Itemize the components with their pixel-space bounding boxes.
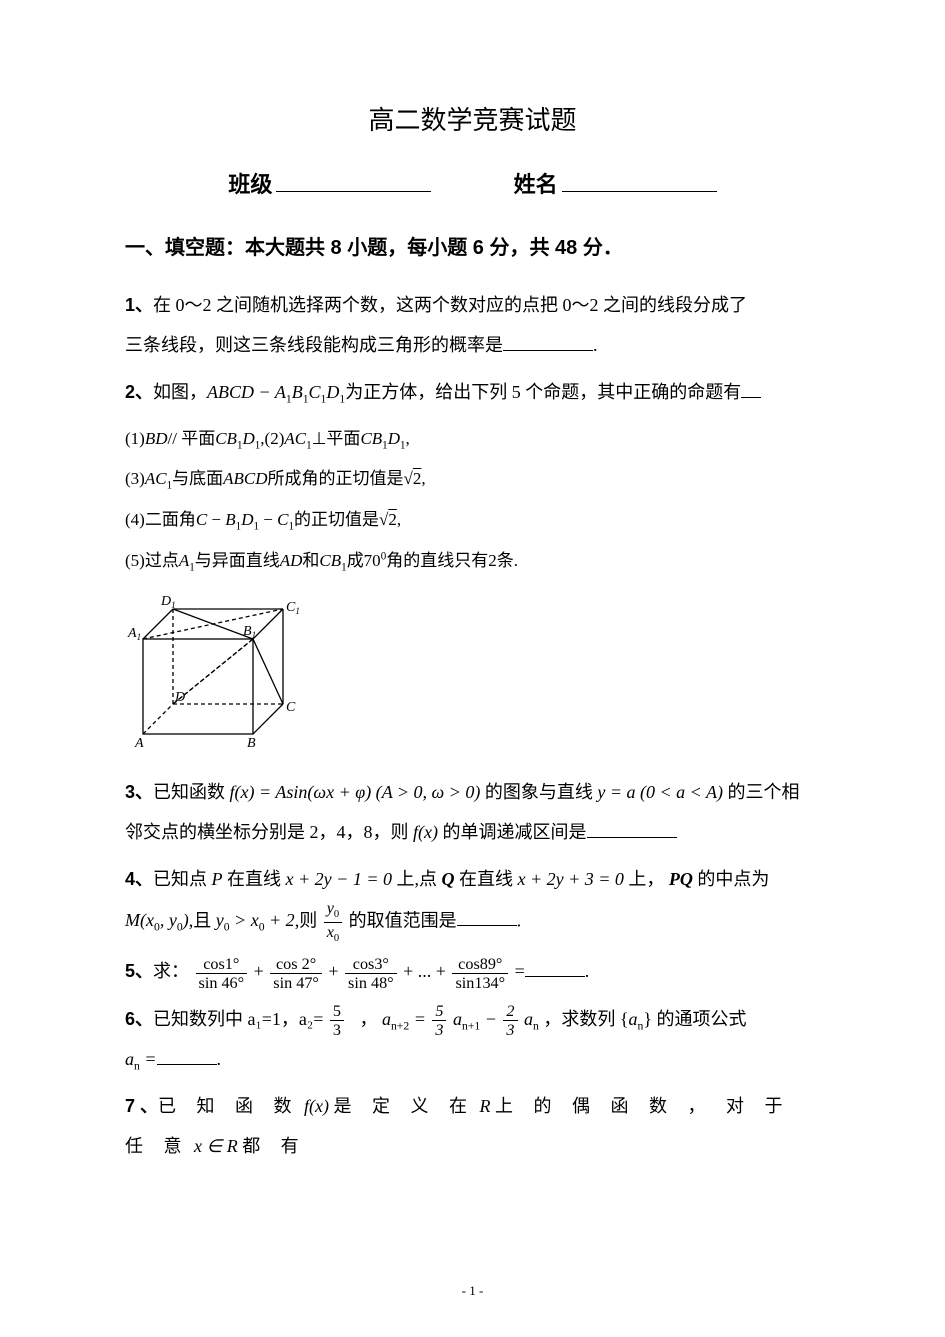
question-7: 7 、已 知 函 数 f(x) 是 定 义 在 R 上 的 偶 函 数 ， 对 … <box>125 1087 820 1166</box>
q1-period: . <box>593 335 598 355</box>
q4-cond: y0 > x0 + 2 <box>216 910 295 930</box>
q2-sub1: (1)BD// 平面CB1D1,(2)AC1⊥平面CB1D1, <box>125 421 820 458</box>
svg-text:A1: A1 <box>127 626 141 642</box>
q3-text-c: 的三个相 <box>728 782 800 802</box>
q3-line: y = a (0 < a < A) <box>597 782 723 802</box>
q6-ans: an = <box>125 1049 157 1069</box>
q5-eq: = <box>515 961 525 981</box>
q4-text-f: 的中点为 <box>697 869 769 889</box>
name-label: 姓名 <box>514 172 558 197</box>
q4-text-h: ,则 <box>295 910 318 930</box>
q4-text-d: 在直线 <box>459 869 513 889</box>
q1-text-a: 在 0～2 之间随机选择两个数，这两个数对应的点把 0～2 之间的线段分成了 <box>153 295 747 315</box>
question-4: 4、已知点 P 在直线 x + 2y − 1 = 0 上,点 Q 在直线 x +… <box>125 860 820 944</box>
q6-text-d: } 的通项公式 <box>643 1009 746 1029</box>
q7-text-b: 是 定 义 在 <box>334 1096 476 1116</box>
q4-number: 4、 <box>125 869 153 889</box>
q3-func: f(x) = Asin(ωx + φ) (A > 0, ω > 0) <box>230 782 481 802</box>
q2-text-a: 如图， <box>153 382 207 402</box>
q1-number: 1、 <box>125 295 153 315</box>
q7-fx: f(x) <box>304 1096 329 1116</box>
q6-frac53: 53 <box>330 1003 344 1038</box>
q4-text-a: 已知点 <box>153 869 207 889</box>
q3-blank <box>587 820 677 838</box>
question-3: 3、已知函数 f(x) = Asin(ωx + φ) (A > 0, ω > 0… <box>125 773 820 852</box>
q5-t2: cos 2°sin 47° <box>270 956 322 991</box>
q5-t4: cos89°sin134° <box>452 956 508 991</box>
q6-text-c: ，求数列 { <box>543 1009 628 1029</box>
q5-period: . <box>585 961 590 981</box>
cube-figure: A B C D A1 B1 C1 D1 <box>125 589 820 759</box>
q4-line1: x + 2y − 1 = 0 <box>286 869 392 889</box>
q2-sub5: (5)过点A1与异面直线AD和CB1成700角的直线只有2条. <box>125 543 820 580</box>
cube-svg: A B C D A1 B1 C1 D1 <box>125 589 310 754</box>
q3-fx: f(x) <box>413 822 438 842</box>
q5-t3: cos3°sin 48° <box>345 956 397 991</box>
q1-blank <box>503 333 593 351</box>
q3-text-d: 邻交点的横坐标分别是 2，4，8，则 <box>125 822 409 842</box>
page-title: 高二数学竞赛试题 <box>125 100 820 137</box>
q4-line2: x + 2y + 3 = 0 <box>517 869 623 889</box>
q2-math-cube: ABCD − A1B1C1D1 <box>207 382 345 402</box>
q4-M: M(x0, y0) <box>125 910 189 930</box>
q5-t1: cos1°sin 46° <box>196 956 248 991</box>
q3-number: 3、 <box>125 782 153 802</box>
q4-Q: Q <box>441 869 454 889</box>
question-1: 1、在 0～2 之间随机选择两个数，这两个数对应的点把 0～2 之间的线段分成了… <box>125 286 820 365</box>
svg-text:D1: D1 <box>160 594 176 610</box>
q3-text-e: 的单调递减区间是 <box>443 822 587 842</box>
section-1-heading: 一、填空题：本大题共 8 小题，每小题 6 分，共 48 分． <box>125 231 820 260</box>
q4-text-b: 在直线 <box>227 869 281 889</box>
q7-text-d: 都 有 <box>242 1136 307 1156</box>
q6-text-b: ， <box>359 1009 377 1029</box>
q6-text-a: 已知数列中 a₁=1，a₂= <box>153 1009 323 1029</box>
svg-text:B: B <box>247 736 256 751</box>
q7-number: 7 、 <box>125 1096 158 1116</box>
q4-period: . <box>517 910 522 930</box>
svg-text:C: C <box>286 700 296 715</box>
q4-text-e: 上， <box>628 869 664 889</box>
svg-text:D: D <box>174 690 185 705</box>
q7-text-a: 已 知 函 数 <box>158 1096 300 1116</box>
svg-text:B1: B1 <box>243 624 256 640</box>
q5-dots: + ... + <box>403 961 446 981</box>
q6-number: 6、 <box>125 1009 153 1029</box>
svg-text:A: A <box>134 736 144 751</box>
name-blank <box>562 191 717 192</box>
question-6: 6、已知数列中 a₁=1，a₂= 53 ， an+2 = 53 an+1 − 2… <box>125 1000 820 1079</box>
q5-text-a: 求： <box>153 961 189 981</box>
q5-number: 5、 <box>125 961 153 981</box>
q6-blank <box>157 1047 217 1065</box>
q6-period: . <box>217 1049 222 1069</box>
q4-PQ: PQ <box>669 869 693 889</box>
class-blank <box>276 191 431 192</box>
q1-text-b: 三条线段，则这三条线段能构成三角形的概率是 <box>125 335 503 355</box>
q3-text-a: 已知函数 <box>153 782 225 802</box>
question-5: 5、求： cos1°sin 46° + cos 2°sin 47° + cos3… <box>125 952 820 992</box>
question-2: 2、如图，ABCD − A1B1C1D1为正方体，给出下列 5 个命题，其中正确… <box>125 373 820 413</box>
q2-blank <box>741 380 761 398</box>
q4-text-g: ,且 <box>189 910 212 930</box>
q4-text-c: 上,点 <box>396 869 437 889</box>
q7-xR: x ∈ R <box>194 1136 238 1156</box>
header-fields: 班级 姓名 <box>125 167 820 199</box>
q4-P: P <box>212 869 223 889</box>
q2-number: 2、 <box>125 382 153 402</box>
q2-sub4: (4)二面角C − B1D1 − C1的正切值是√2, <box>125 502 820 539</box>
q4-text-i: 的取值范围是 <box>349 910 457 930</box>
svg-text:C1: C1 <box>286 600 300 616</box>
q7-R: R <box>480 1096 491 1116</box>
q2-text-b: 为正方体，给出下列 5 个命题，其中正确的命题有 <box>345 382 741 402</box>
page-number: - 1 - <box>0 1283 945 1299</box>
q2-sub3: (3)AC1与底面ABCD所成角的正切值是√2, <box>125 461 820 498</box>
q4-frac: y0x0 <box>324 900 342 945</box>
class-label: 班级 <box>228 172 272 197</box>
q6-recurrence: an+2 = 53 an+1 − 23 an <box>382 1009 543 1029</box>
q5-blank <box>525 959 585 977</box>
q3-text-b: 的图象与直线 <box>485 782 593 802</box>
q4-blank <box>457 908 517 926</box>
